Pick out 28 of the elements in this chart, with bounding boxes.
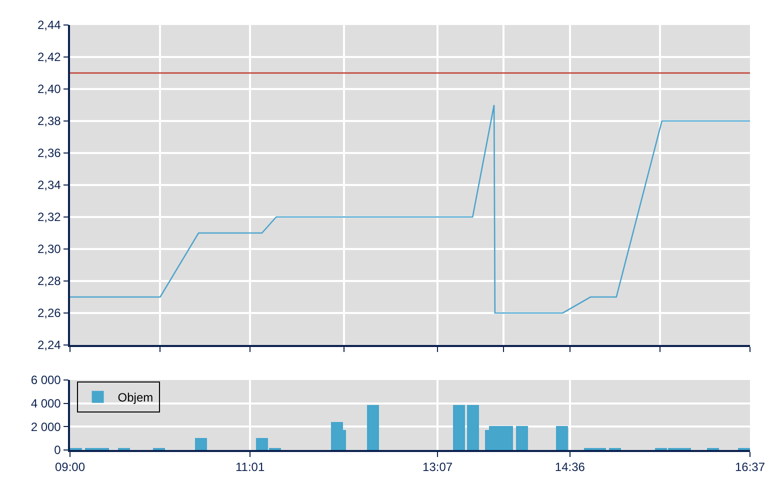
y-tick-label: 2,44 xyxy=(37,18,62,32)
y-tick-label: 2,34 xyxy=(37,178,62,192)
y-tick-label: 2,30 xyxy=(37,242,62,256)
line-series xyxy=(70,104,750,314)
y-tick-label: 2,26 xyxy=(37,306,62,320)
x-tick-label: 13:07 xyxy=(422,460,453,474)
x-tick-label: 11:01 xyxy=(236,460,265,474)
x-tick-label: 14:36 xyxy=(554,460,586,474)
bar xyxy=(195,438,207,450)
y-tick-label: 2,42 xyxy=(37,50,62,64)
bar xyxy=(453,405,465,450)
y-tick-label: 2,40 xyxy=(37,82,62,96)
y-tick-label: 0 xyxy=(54,443,62,458)
bar xyxy=(367,405,379,450)
y-tick-label: 2,36 xyxy=(37,146,62,160)
x-tick-label: 09:00 xyxy=(54,460,86,474)
bar xyxy=(556,426,568,450)
bar xyxy=(516,426,528,450)
y-tick-label: 2,38 xyxy=(37,114,62,128)
y-tick-label: 6 000 xyxy=(30,373,62,388)
y-tick-label: 2,32 xyxy=(37,210,62,224)
legend-label: Objem xyxy=(118,390,154,405)
bar xyxy=(467,405,479,450)
x-tick-label: 16:37 xyxy=(734,460,766,474)
y-tick-label: 2 000 xyxy=(30,420,62,434)
y-tick-label: 2,28 xyxy=(37,274,62,288)
y-tick-label: 2,24 xyxy=(37,338,62,352)
y-tick-label: 4 000 xyxy=(30,396,62,411)
